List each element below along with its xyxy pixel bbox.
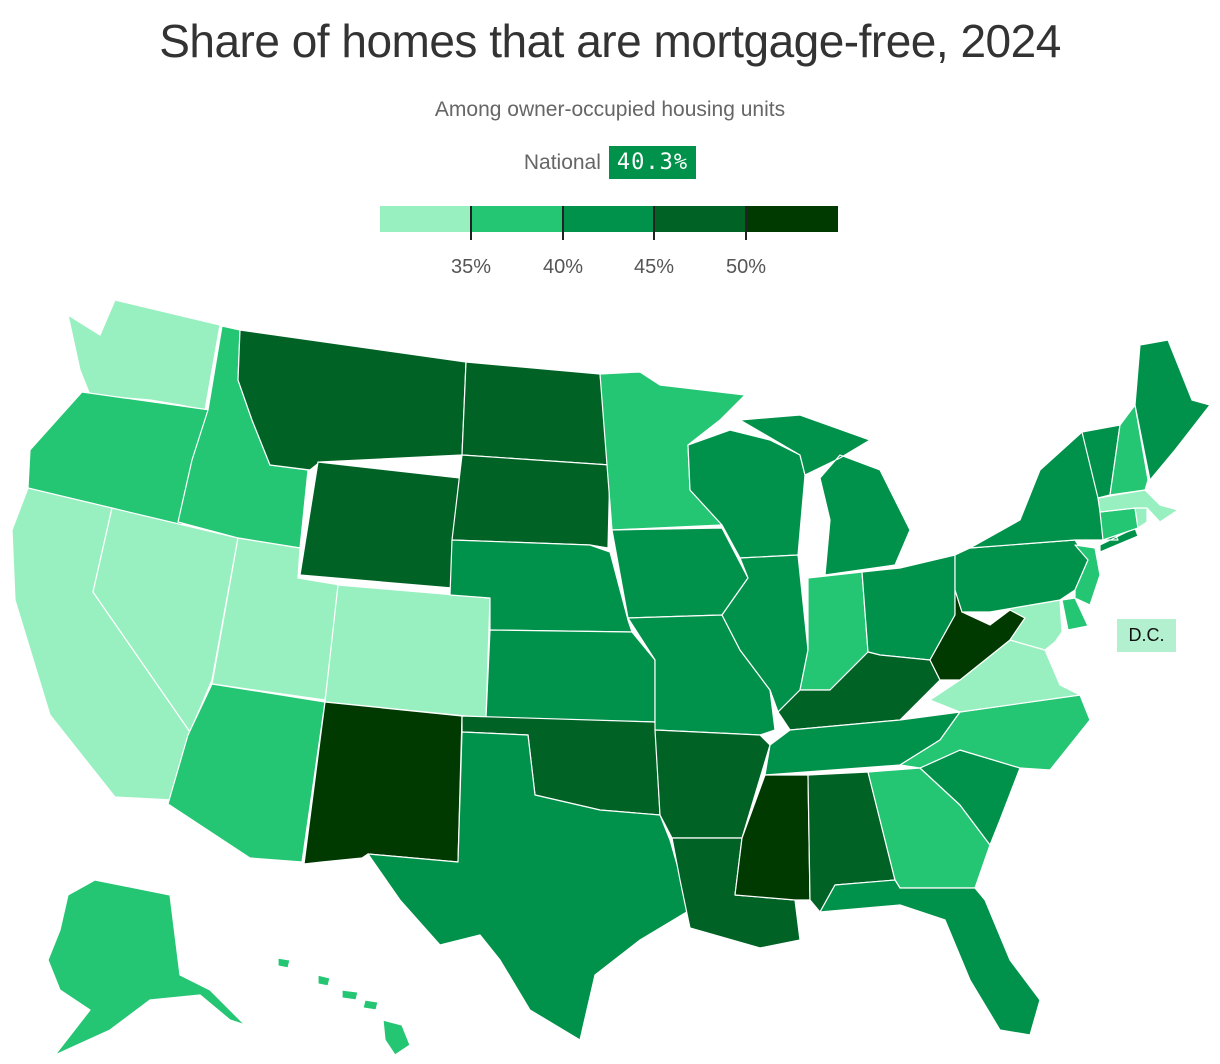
state-michigan[interactable]: [739, 414, 911, 576]
us-states-map: [11, 299, 1211, 1056]
state-delaware[interactable]: [1061, 597, 1089, 631]
state-texas[interactable]: [367, 731, 691, 1041]
state-iowa[interactable]: [611, 527, 749, 619]
legend-label-40: 40%: [542, 256, 584, 278]
state-wisconsin[interactable]: [687, 429, 806, 559]
legend-tick-50: [745, 206, 747, 240]
state-maine[interactable]: [1134, 339, 1211, 481]
legend-swatch-3: [563, 206, 655, 232]
state-illinois[interactable]: [721, 554, 809, 713]
state-colorado[interactable]: [324, 584, 491, 719]
state-northcarolina[interactable]: [899, 694, 1091, 771]
state-newmexico[interactable]: [303, 701, 463, 865]
national-summary: National 40.3%: [0, 146, 1220, 179]
state-newhampshire[interactable]: [1109, 404, 1149, 496]
legend-tick-35: [470, 206, 472, 240]
legend-tick-40: [562, 206, 564, 240]
state-southdakota[interactable]: [451, 454, 611, 549]
legend-label-50: 50%: [725, 256, 767, 278]
state-massachusetts[interactable]: [1097, 489, 1179, 523]
state-kansas[interactable]: [485, 629, 656, 723]
state-wyoming[interactable]: [299, 461, 461, 589]
legend-swatch-5: [746, 206, 838, 232]
legend-tick-45: [653, 206, 655, 240]
legend-label-45: 45%: [633, 256, 675, 278]
state-minnesota[interactable]: [599, 371, 746, 531]
state-westvirginia[interactable]: [929, 589, 1026, 681]
chart-subtitle: Among owner-occupied housing units: [434, 98, 786, 121]
state-maryland[interactable]: [989, 599, 1063, 651]
legend-swatch-1: [380, 206, 472, 232]
state-northdakota[interactable]: [461, 361, 611, 466]
state-newjersey[interactable]: [1074, 544, 1101, 606]
dc-label: D.C.: [1117, 619, 1176, 652]
legend-swatch-4: [654, 206, 747, 232]
national-label: National: [523, 150, 601, 174]
state-hawaii[interactable]: [277, 957, 411, 1056]
chart-title: Share of homes that are mortgage-free, 2…: [159, 15, 1061, 67]
legend-label-35: 35%: [450, 256, 492, 278]
state-florida[interactable]: [819, 879, 1041, 1036]
national-value-badge: 40.3%: [608, 146, 697, 179]
state-alaska[interactable]: [47, 879, 246, 1056]
color-legend: [380, 206, 838, 232]
legend-swatch-2: [471, 206, 564, 232]
state-montana[interactable]: [237, 329, 467, 471]
